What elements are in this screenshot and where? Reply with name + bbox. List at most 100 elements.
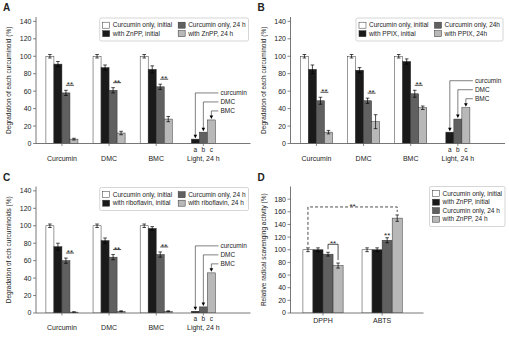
bar	[93, 226, 101, 313]
y-axis-label: Degradation of each curcuminoid (%)	[5, 27, 13, 134]
error-bar	[56, 61, 60, 66]
legend-label: with riboflavin, 24 h	[187, 199, 244, 206]
y-tick-label: 40	[278, 105, 286, 112]
bar	[308, 69, 316, 143]
error-bar	[397, 55, 401, 58]
y-tick-label: 0	[28, 309, 32, 316]
legend-swatch	[433, 191, 440, 197]
bar	[46, 56, 54, 143]
arrow-label: DMC	[475, 86, 490, 93]
y-tick-label: 100	[274, 53, 286, 60]
arrow-line	[203, 255, 218, 303]
y-tick-label: 20	[278, 297, 286, 304]
y-tick	[288, 224, 291, 225]
y-tick-label: 60	[24, 257, 32, 264]
legend-swatch	[103, 200, 110, 206]
y-tick	[288, 287, 291, 288]
error-bar	[56, 243, 60, 250]
y-tick-label: 20	[24, 292, 32, 299]
bar	[93, 56, 101, 143]
legend-swatch	[433, 208, 440, 214]
significance-label: **	[368, 88, 374, 97]
panel: B020406080100120140CurcuminDMCBMCLight, …	[258, 2, 506, 163]
error-bar	[316, 248, 320, 252]
error-bar	[111, 255, 115, 260]
arrow-label: curcumin	[220, 89, 247, 96]
panel: C020406080100120140CurcuminDMCBMCLight, …	[3, 172, 251, 333]
y-tick-label: 180	[274, 196, 286, 203]
arrow-line	[195, 246, 218, 307]
bar	[109, 90, 117, 143]
bar	[303, 250, 313, 313]
legend-swatch	[103, 22, 110, 28]
legend-frame	[100, 188, 249, 211]
x-tick	[61, 144, 62, 147]
y-tick	[33, 225, 36, 226]
significance-label: **	[416, 80, 422, 89]
significance-label: **	[161, 74, 167, 83]
legend: Curcumin only, initialwith riboflavin, i…	[100, 188, 249, 211]
error-bar	[395, 215, 399, 221]
y-axis-line	[36, 17, 37, 144]
y-tick	[288, 73, 291, 74]
y-axis-line	[36, 187, 37, 314]
x-axis-line	[36, 143, 251, 144]
bar	[313, 250, 323, 313]
legend: Curcumin only, initialwith ZnPP, initial…	[430, 187, 505, 227]
y-tick	[288, 56, 291, 57]
y-tick	[33, 313, 36, 314]
arrow-line	[211, 111, 218, 116]
y-tick	[288, 143, 291, 144]
bracket-label: **	[330, 239, 336, 248]
bar	[140, 56, 148, 143]
y-tick	[288, 275, 291, 276]
bar	[364, 101, 372, 144]
arrow-line	[458, 90, 473, 115]
bar	[454, 119, 462, 143]
error-bar	[366, 98, 370, 103]
panel: A020406080100120140CurcuminDMCBMCLight, …	[3, 2, 251, 163]
y-tick-label: 120	[274, 234, 286, 241]
y-tick-label: 0	[282, 309, 286, 316]
arrow-head	[464, 103, 468, 107]
arrow-head	[194, 135, 198, 139]
arrow-line	[211, 264, 218, 269]
y-tick-label: 160	[274, 208, 286, 215]
legend-swatch	[434, 22, 441, 28]
error-bar	[375, 248, 379, 252]
significance-label: **	[67, 248, 73, 257]
error-bar	[358, 68, 362, 73]
x-axis-line	[291, 143, 506, 144]
bar	[54, 247, 62, 313]
legend-label: with ZnPP, 24 h	[187, 30, 233, 37]
x-tick	[109, 313, 110, 316]
x-tick	[363, 144, 364, 147]
y-tick	[33, 126, 36, 127]
y-tick-label: 20	[278, 123, 286, 130]
arrow-label: curcumin	[475, 77, 502, 84]
x-tick-label: Curcumin	[47, 155, 77, 162]
bar	[140, 226, 148, 313]
y-tick-label: 80	[24, 70, 32, 77]
legend-swatch	[103, 192, 110, 198]
plot-area	[46, 224, 215, 313]
legend-swatch	[359, 31, 366, 37]
y-tick	[288, 38, 291, 39]
y-tick-label: 0	[282, 140, 286, 147]
y-tick	[288, 211, 291, 212]
legend-label: Curcumin only, 24 h	[188, 191, 246, 199]
legend-label: Curcumin only, 24h	[444, 21, 500, 29]
error-bar	[421, 106, 425, 109]
y-tick	[33, 143, 36, 144]
x-tick	[61, 313, 62, 316]
group-letter: a	[194, 146, 198, 153]
error-bar	[48, 55, 52, 58]
y-tick	[288, 300, 291, 301]
error-bar	[336, 263, 340, 268]
error-bar	[326, 252, 330, 256]
bar	[362, 250, 372, 313]
error-bar	[64, 90, 68, 95]
y-tick	[33, 91, 36, 92]
bar	[323, 254, 333, 313]
x-axis-line	[291, 313, 424, 314]
